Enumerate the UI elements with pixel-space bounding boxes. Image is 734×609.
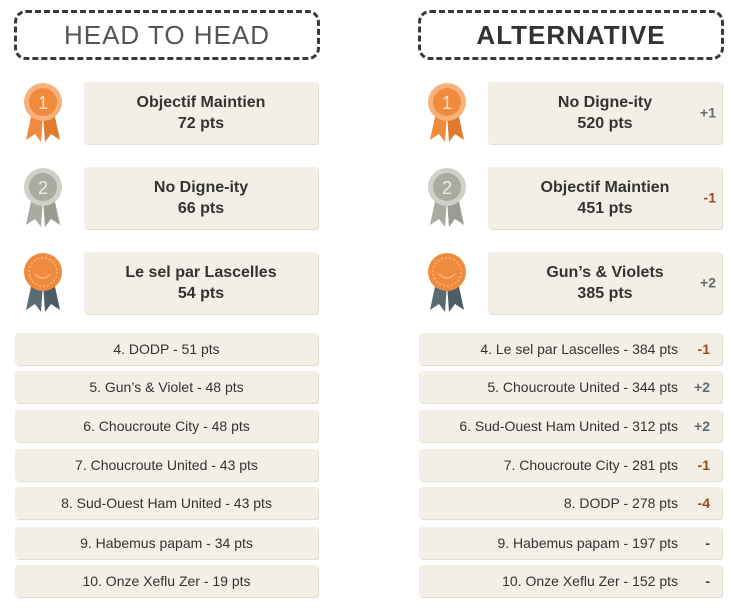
list-item: 5. Choucroute United - 344 pts +2 (419, 371, 722, 403)
gold-medal-icon: 1 (426, 82, 468, 144)
podium-card-2: No Digne-ity 66 pts (84, 167, 318, 229)
rank-change: -1 (697, 341, 710, 357)
rank-change: +1 (700, 104, 716, 121)
list-item-text: 7. Choucroute United - 43 pts (75, 457, 258, 473)
alternative-header: ALTERNATIVE (418, 10, 724, 60)
list-item-text: 6. Sud-Ouest Ham United - 312 pts (459, 418, 678, 434)
rank-change: +2 (694, 418, 710, 434)
rank-change: - (705, 573, 710, 589)
list-item: 7. Choucroute United - 43 pts (15, 449, 318, 481)
bronze-smiley-medal-icon (22, 252, 64, 314)
svg-text:1: 1 (38, 93, 48, 113)
podium-card-2: Objectif Maintien 451 pts -1 (488, 167, 722, 229)
list-item: 10. Onze Xeflu Zer - 19 pts (15, 565, 318, 597)
list-item-text: 8. Sud-Ouest Ham United - 43 pts (61, 495, 272, 511)
list-item: 9. Habemus papam - 34 pts (15, 527, 318, 559)
list-item: 9. Habemus papam - 197 pts - (419, 527, 722, 559)
team-name: Le sel par Lascelles (125, 264, 277, 281)
team-points: 72 pts (177, 115, 225, 132)
svg-text:1: 1 (442, 93, 452, 113)
podium-card-3: Gun’s & Violets 385 pts +2 (488, 252, 722, 314)
list-item-text: 9. Habemus papam - 197 pts (497, 535, 678, 551)
alternative-title: ALTERNATIVE (476, 19, 666, 50)
gold-medal-icon: 1 (22, 82, 64, 144)
list-item: 7. Choucroute City - 281 pts -1 (419, 449, 722, 481)
team-name: Objectif Maintien (136, 94, 266, 111)
team-points: 520 pts (577, 115, 633, 132)
rank-change: +2 (694, 379, 710, 395)
svg-text:2: 2 (442, 178, 452, 198)
team-name: No Digne-ity (153, 179, 249, 196)
rank-change: -1 (697, 457, 710, 473)
head-to-head-header: HEAD TO HEAD (14, 10, 320, 60)
list-item-text: 4. Le sel par Lascelles - 384 pts (480, 341, 678, 357)
list-item-text: 7. Choucroute City - 281 pts (503, 457, 678, 473)
svg-text:2: 2 (38, 178, 48, 198)
team-name: Objectif Maintien (540, 179, 670, 196)
head-to-head-title: HEAD TO HEAD (63, 19, 271, 50)
list-item-text: 10. Onze Xeflu Zer - 152 pts (502, 573, 678, 589)
list-item-text: 8. DODP - 278 pts (563, 495, 678, 511)
list-item-text: 6. Choucroute City - 48 pts (83, 418, 250, 434)
list-item: 8. DODP - 278 pts -4 (419, 487, 722, 519)
rank-change: +2 (700, 274, 716, 291)
list-item-text: 4. DODP - 51 pts (113, 341, 220, 357)
list-item: 10. Onze Xeflu Zer - 152 pts - (419, 565, 722, 597)
list-item: 6. Sud-Ouest Ham United - 312 pts +2 (419, 410, 722, 442)
list-item-text: 5. Gun’s & Violet - 48 pts (89, 379, 244, 395)
list-item: 6. Choucroute City - 48 pts (15, 410, 318, 442)
team-name: No Digne-ity (557, 94, 653, 111)
podium-card-1: No Digne-ity 520 pts +1 (488, 82, 722, 144)
list-item-text: 10. Onze Xeflu Zer - 19 pts (82, 573, 251, 589)
list-item: 8. Sud-Ouest Ham United - 43 pts (15, 487, 318, 519)
team-points: 54 pts (177, 285, 225, 302)
team-name: Gun’s & Violets (546, 264, 664, 281)
rank-change: -1 (703, 189, 716, 206)
list-item-text: 5. Choucroute United - 344 pts (487, 379, 678, 395)
list-item-text: 9. Habemus papam - 34 pts (80, 535, 253, 551)
list-item: 5. Gun’s & Violet - 48 pts (15, 371, 318, 403)
silver-medal-icon: 2 (22, 167, 64, 229)
list-item: 4. Le sel par Lascelles - 384 pts -1 (419, 333, 722, 365)
team-points: 451 pts (577, 200, 633, 217)
team-points: 385 pts (577, 285, 633, 302)
silver-medal-icon: 2 (426, 167, 468, 229)
rank-change: -4 (697, 495, 710, 511)
team-points: 66 pts (177, 200, 225, 217)
list-item: 4. DODP - 51 pts (15, 333, 318, 365)
podium-card-1: Objectif Maintien 72 pts (84, 82, 318, 144)
podium-card-3: Le sel par Lascelles 54 pts (84, 252, 318, 314)
bronze-smiley-medal-icon (426, 252, 468, 314)
rank-change: - (705, 535, 710, 551)
